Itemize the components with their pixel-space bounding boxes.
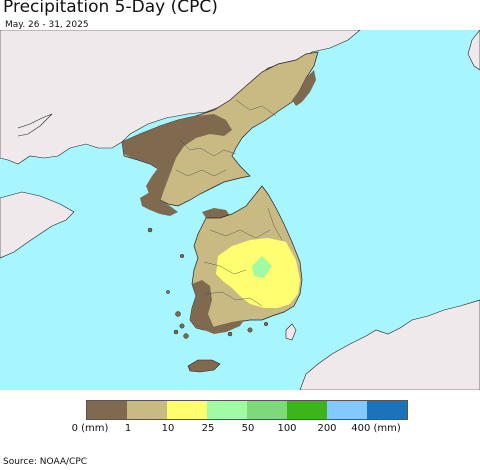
- liaodong-coast: [17, 113, 53, 137]
- nk-dry-west: [122, 114, 232, 202]
- legend-swatch-100-200: [287, 401, 327, 419]
- sk-dry-south-coast: [204, 320, 244, 334]
- legend-swatch-200-400: [327, 401, 367, 419]
- japan-kyushu: [299, 299, 480, 390]
- map-title: Precipitation 5-Day (CPC): [3, 0, 218, 17]
- color-scale-legend: [86, 400, 408, 420]
- legend-tick-label: 400 (mm): [351, 423, 401, 434]
- coastal-islands: [147, 227, 269, 339]
- tsushima-island: [285, 323, 297, 341]
- legend-swatch-0-1: [87, 401, 127, 419]
- sk-dry-southwest: [190, 280, 214, 330]
- nk-dry-southwest: [140, 192, 178, 216]
- shandong-peninsula: [0, 191, 75, 259]
- legend-tick-label: 25: [201, 423, 215, 434]
- legend-swatch-1-10: [127, 401, 167, 419]
- legend-tick-label: 0 (mm): [71, 423, 109, 434]
- legend-tick-label: 200: [317, 423, 337, 434]
- jeju-island: [187, 359, 221, 373]
- nk-dry-dmz: [202, 208, 230, 218]
- data-source: Source: NOAA/CPC: [3, 457, 88, 467]
- legend-swatch-400-plus: [367, 401, 407, 419]
- precipitation-map: [0, 30, 480, 390]
- legend-tick-label: 10: [161, 423, 175, 434]
- legend-swatch-10-25: [167, 401, 207, 419]
- sk-green-zone: [252, 256, 272, 278]
- nk-dry-northeast: [292, 70, 316, 106]
- japan-honshu-north: [467, 30, 480, 71]
- legend-tick-label: 50: [241, 423, 255, 434]
- date-range: May. 26 - 31, 2025: [5, 20, 89, 30]
- legend-tick-label: 100: [277, 423, 297, 434]
- legend-swatch-25-50: [207, 401, 247, 419]
- legend-swatch-50-100: [247, 401, 287, 419]
- legend-tick-label: 1: [124, 423, 132, 434]
- province-boundaries: [175, 99, 283, 307]
